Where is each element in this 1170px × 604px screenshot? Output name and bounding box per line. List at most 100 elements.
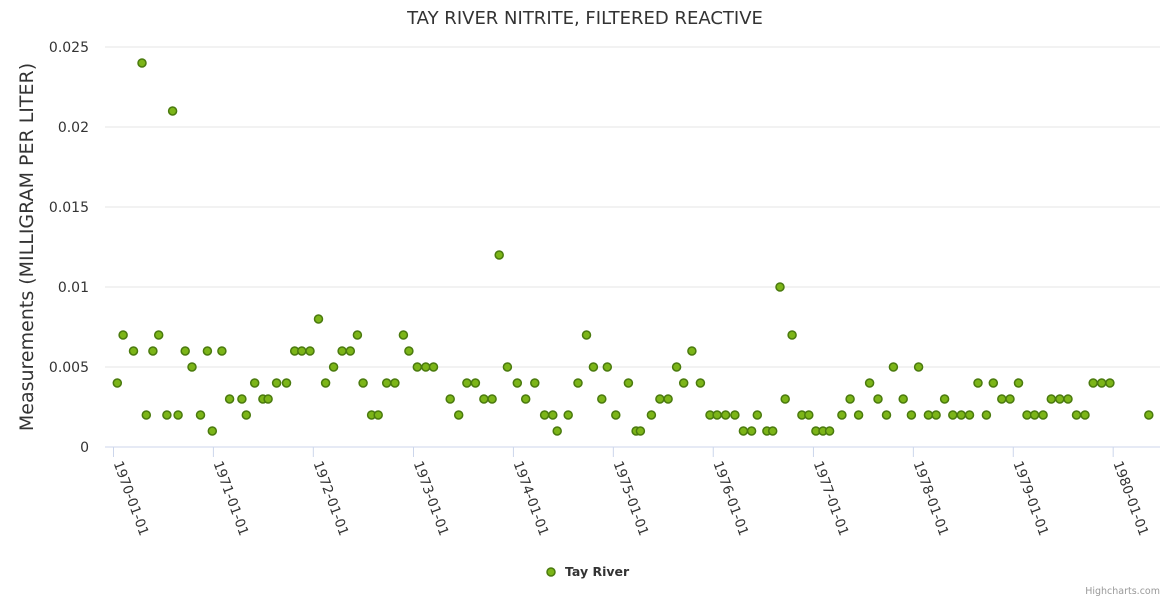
data-point[interactable]: [487, 394, 497, 404]
data-point[interactable]: [207, 426, 218, 436]
data-point[interactable]: [128, 346, 139, 356]
legend[interactable]: Tay River: [546, 564, 630, 579]
data-point[interactable]: [313, 314, 324, 324]
data-point[interactable]: [153, 330, 164, 340]
data-point[interactable]: [187, 362, 197, 372]
data-point[interactable]: [973, 378, 983, 388]
data-point[interactable]: [412, 362, 423, 372]
data-point[interactable]: [997, 394, 1007, 404]
data-point[interactable]: [241, 410, 252, 420]
data-point[interactable]: [881, 410, 892, 420]
data-point[interactable]: [623, 378, 634, 388]
data-point[interactable]: [581, 330, 592, 340]
data-point[interactable]: [118, 330, 128, 340]
data-point[interactable]: [956, 410, 967, 420]
data-point[interactable]: [888, 362, 899, 372]
data-point[interactable]: [445, 394, 455, 404]
data-point[interactable]: [588, 362, 599, 372]
data-point[interactable]: [988, 378, 999, 388]
data-point[interactable]: [1055, 394, 1065, 404]
legend-marker-icon[interactable]: [546, 567, 556, 577]
data-point[interactable]: [746, 426, 757, 436]
data-point[interactable]: [597, 394, 607, 404]
data-point[interactable]: [898, 394, 908, 404]
data-point[interactable]: [787, 330, 797, 340]
data-point[interactable]: [180, 346, 190, 356]
data-point[interactable]: [390, 378, 400, 388]
data-point[interactable]: [263, 394, 273, 404]
data-point[interactable]: [663, 394, 673, 404]
data-point[interactable]: [1088, 378, 1098, 388]
data-point[interactable]: [249, 378, 260, 388]
data-point[interactable]: [864, 378, 875, 388]
data-point[interactable]: [1063, 394, 1073, 404]
data-point[interactable]: [1013, 378, 1024, 388]
data-point[interactable]: [520, 394, 531, 404]
data-point[interactable]: [602, 362, 613, 372]
data-point[interactable]: [462, 378, 472, 388]
data-point[interactable]: [767, 426, 778, 436]
data-point[interactable]: [678, 378, 689, 388]
data-point[interactable]: [1080, 410, 1090, 420]
data-point[interactable]: [281, 378, 292, 388]
data-point[interactable]: [573, 378, 583, 388]
data-point[interactable]: [141, 410, 152, 420]
data-point[interactable]: [479, 394, 489, 404]
data-point[interactable]: [913, 362, 924, 372]
data-point[interactable]: [428, 362, 439, 372]
data-point[interactable]: [112, 378, 123, 388]
data-point[interactable]: [635, 426, 646, 436]
data-point[interactable]: [845, 394, 855, 404]
data-point[interactable]: [939, 394, 950, 404]
data-point[interactable]: [1144, 410, 1154, 420]
data-point[interactable]: [345, 346, 356, 356]
data-point[interactable]: [539, 410, 550, 420]
data-point[interactable]: [1038, 410, 1048, 420]
data-point[interactable]: [530, 378, 540, 388]
data-point[interactable]: [320, 378, 331, 388]
data-point[interactable]: [730, 410, 740, 420]
data-point[interactable]: [224, 394, 235, 404]
data-point[interactable]: [1105, 378, 1115, 388]
data-point[interactable]: [695, 378, 706, 388]
data-point[interactable]: [162, 410, 172, 420]
data-point[interactable]: [655, 394, 665, 404]
data-point[interactable]: [1071, 410, 1082, 420]
legend-label[interactable]: Tay River: [565, 564, 630, 579]
data-point[interactable]: [271, 378, 282, 388]
data-points[interactable]: [112, 58, 1154, 436]
data-point[interactable]: [328, 362, 339, 372]
data-point[interactable]: [948, 410, 958, 420]
data-point[interactable]: [167, 106, 178, 116]
data-point[interactable]: [824, 426, 835, 436]
data-point[interactable]: [373, 410, 383, 420]
data-point[interactable]: [804, 410, 814, 420]
data-point[interactable]: [646, 410, 657, 420]
data-point[interactable]: [494, 250, 504, 260]
data-point[interactable]: [470, 378, 481, 388]
data-point[interactable]: [305, 346, 315, 356]
data-point[interactable]: [1046, 394, 1057, 404]
data-point[interactable]: [137, 58, 147, 68]
data-point[interactable]: [837, 410, 847, 420]
data-point[interactable]: [720, 410, 731, 420]
data-point[interactable]: [738, 426, 749, 436]
data-point[interactable]: [512, 378, 523, 388]
data-point[interactable]: [563, 410, 573, 420]
data-point[interactable]: [853, 410, 864, 420]
data-point[interactable]: [906, 410, 917, 420]
data-point[interactable]: [202, 346, 213, 356]
data-point[interactable]: [1029, 410, 1040, 420]
data-point[interactable]: [421, 362, 431, 372]
data-point[interactable]: [780, 394, 790, 404]
data-point[interactable]: [687, 346, 697, 356]
data-point[interactable]: [404, 346, 414, 356]
data-point[interactable]: [775, 282, 785, 292]
data-point[interactable]: [548, 410, 558, 420]
data-point[interactable]: [671, 362, 682, 372]
data-point[interactable]: [752, 410, 763, 420]
data-point[interactable]: [337, 346, 347, 356]
data-point[interactable]: [931, 410, 941, 420]
data-point[interactable]: [552, 426, 562, 436]
data-point[interactable]: [352, 330, 363, 340]
